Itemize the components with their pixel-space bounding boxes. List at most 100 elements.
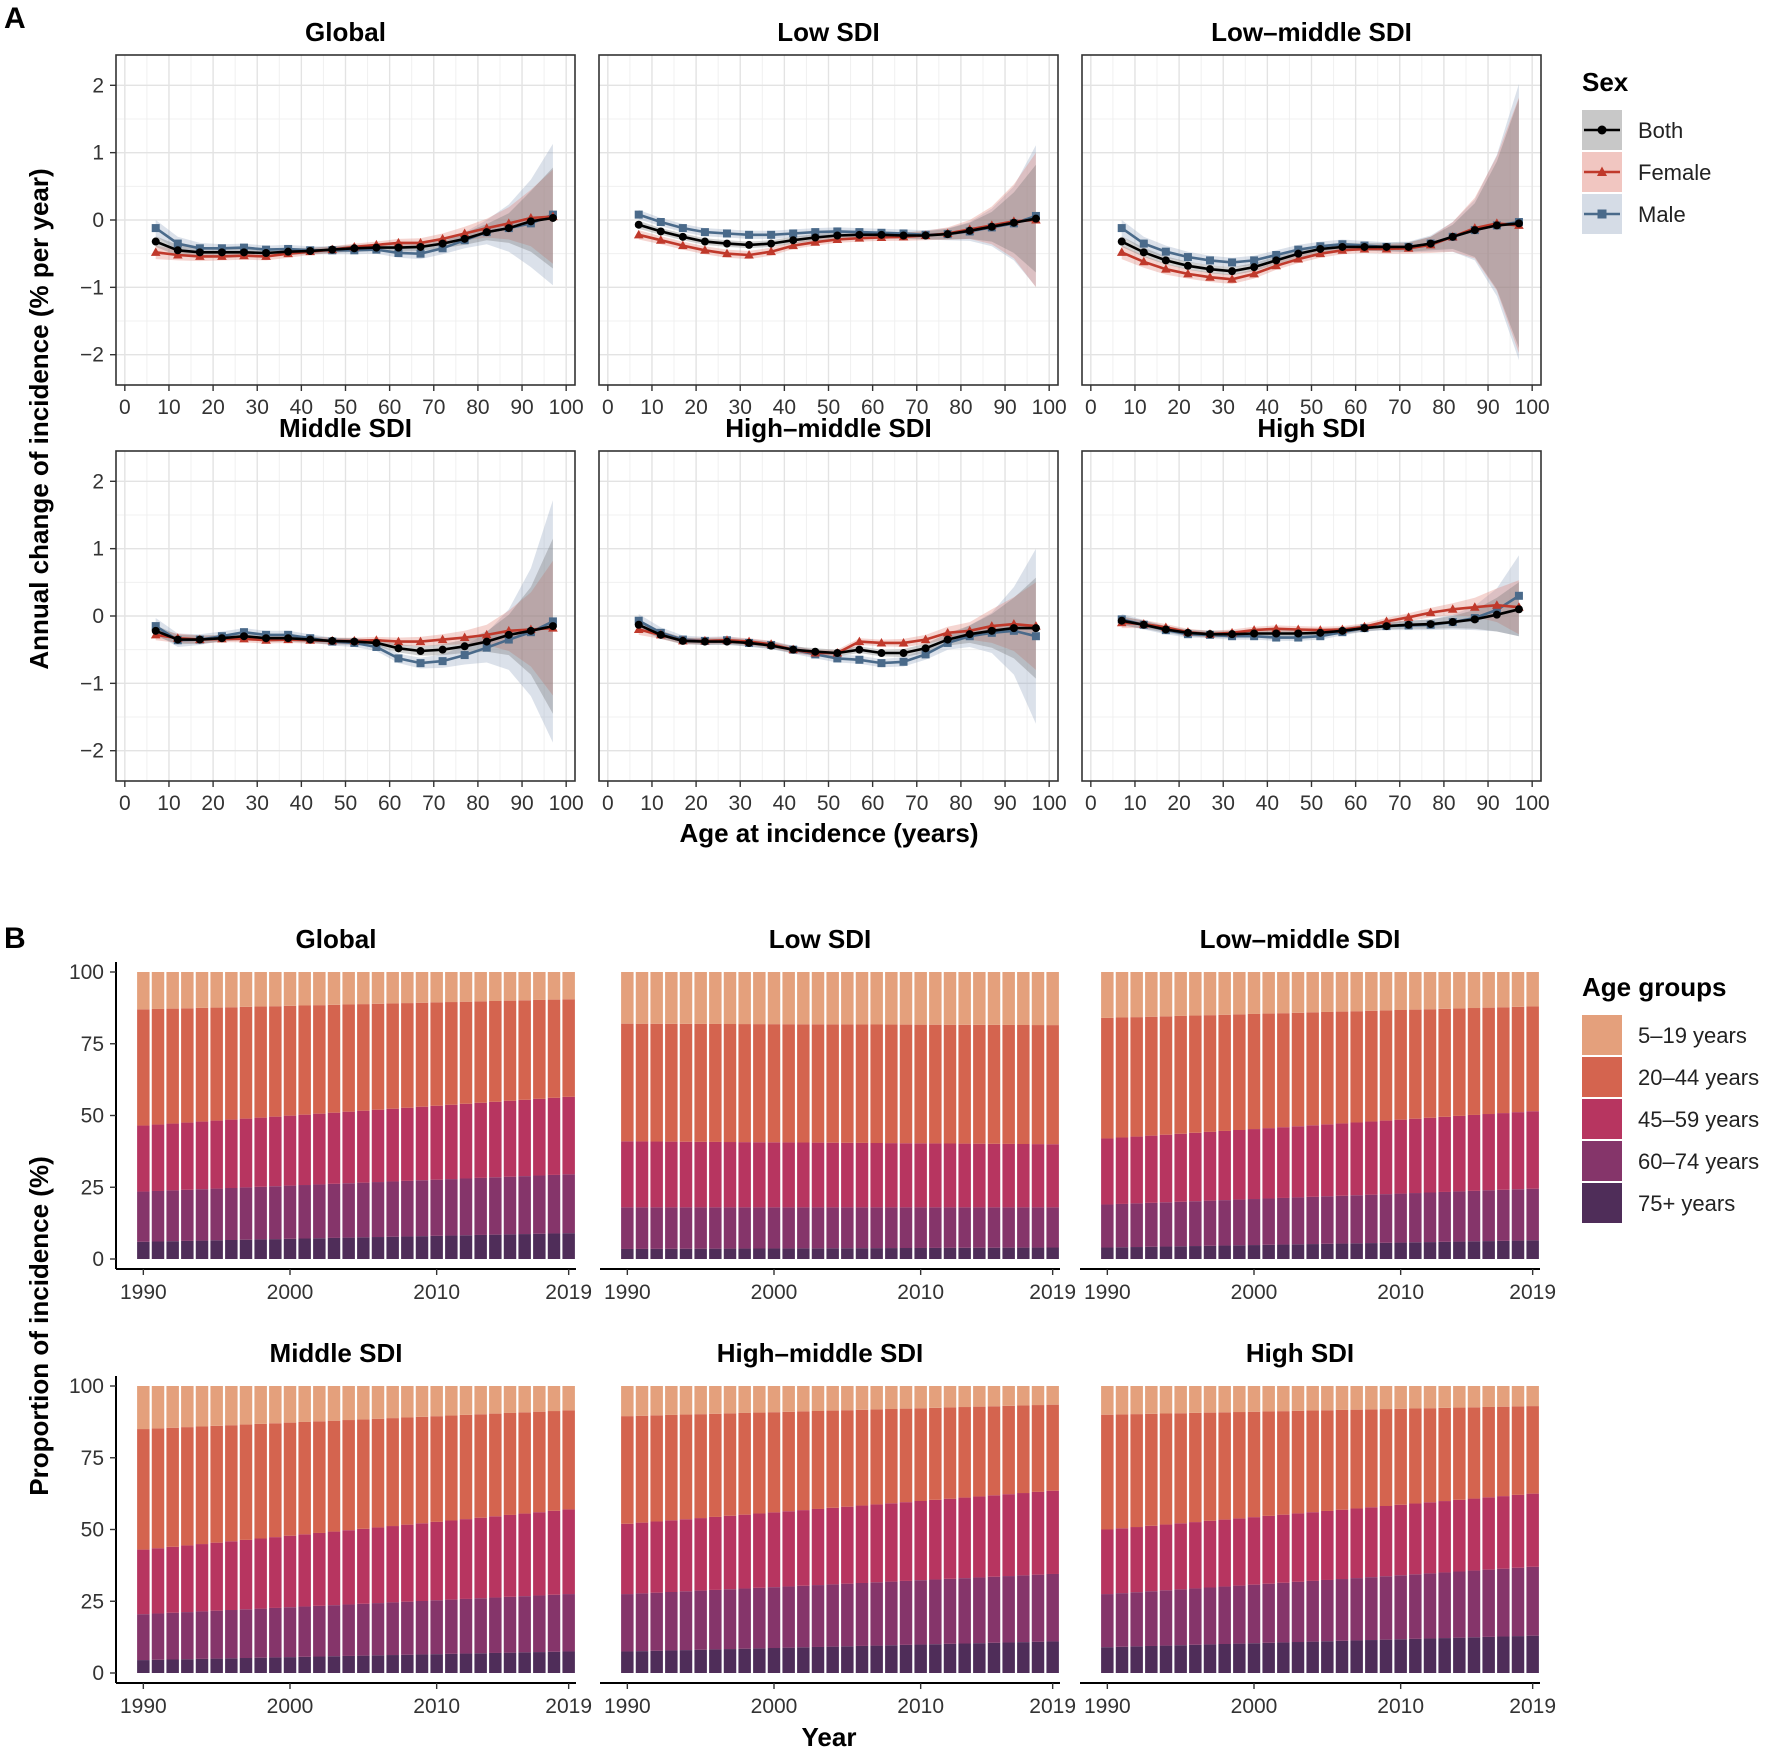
bar-segment-75-plus bbox=[1031, 1641, 1045, 1673]
bar-segment-5-19 bbox=[166, 972, 179, 1009]
bar-segment-75-plus bbox=[1321, 1243, 1334, 1259]
bar-segment-45-59 bbox=[166, 1546, 179, 1613]
bar-segment-5-19 bbox=[929, 972, 942, 1025]
band-both bbox=[638, 164, 1036, 273]
bar-segment-5-19 bbox=[1218, 1386, 1231, 1413]
bar-segment-60-74 bbox=[885, 1581, 898, 1646]
point-both bbox=[1183, 261, 1192, 270]
bar-segment-60-74 bbox=[137, 1614, 150, 1661]
bar-segment-45-59 bbox=[973, 1496, 986, 1578]
x-axis-label-b: Year bbox=[802, 1722, 857, 1750]
bar-segment-20-44 bbox=[679, 1414, 693, 1520]
bar-segment-45-59 bbox=[269, 1537, 282, 1608]
x-tick-label: 90 bbox=[993, 792, 1016, 815]
bar-segment-20-44 bbox=[885, 1024, 898, 1144]
point-male bbox=[438, 657, 447, 666]
bar-segment-20-44 bbox=[621, 1023, 634, 1142]
bar-segment-20-44 bbox=[401, 1003, 414, 1108]
bar-segment-45-59 bbox=[929, 1499, 942, 1580]
bar-segment-60-74 bbox=[1511, 1189, 1525, 1241]
bar-segment-75-plus bbox=[298, 1656, 311, 1673]
bar-segment-45-59 bbox=[1482, 1497, 1495, 1570]
bar-segment-5-19 bbox=[386, 1386, 399, 1419]
point-male bbox=[504, 635, 513, 644]
point-both bbox=[767, 641, 776, 650]
bar-segment-60-74 bbox=[195, 1189, 209, 1241]
point-female bbox=[1492, 600, 1502, 609]
point-male bbox=[438, 244, 447, 253]
x-tick-label: 100 bbox=[1515, 396, 1550, 419]
bar-segment-5-19 bbox=[1115, 972, 1129, 1018]
point-male bbox=[634, 616, 643, 625]
x-tick-label: 1990 bbox=[120, 1695, 167, 1718]
point-male bbox=[482, 643, 491, 652]
point-both bbox=[1316, 628, 1325, 637]
bar-segment-75-plus bbox=[489, 1652, 502, 1673]
bar-segment-5-19 bbox=[503, 1386, 517, 1413]
bar-segment-60-74 bbox=[753, 1207, 766, 1249]
legend-item-both: Both bbox=[1582, 110, 1683, 150]
x-tick-label: 30 bbox=[729, 792, 752, 815]
bar-segment-20-44 bbox=[1526, 1406, 1539, 1494]
bar-segment-20-44 bbox=[973, 1406, 986, 1497]
point-both bbox=[1316, 244, 1325, 253]
bar-segment-60-74 bbox=[298, 1606, 311, 1657]
bar-segment-5-19 bbox=[195, 1386, 209, 1427]
bar-segment-20-44 bbox=[1306, 1012, 1319, 1126]
bar-segment-45-59 bbox=[1438, 1501, 1451, 1573]
point-both bbox=[656, 630, 665, 639]
bar-segment-20-44 bbox=[679, 1023, 693, 1142]
bar-segment-45-59 bbox=[298, 1534, 311, 1607]
bar-segment-5-19 bbox=[1101, 972, 1114, 1018]
bar-segment-5-19 bbox=[298, 972, 311, 1006]
bar-segment-45-59 bbox=[1497, 1496, 1510, 1569]
bar-segment-60-74 bbox=[386, 1181, 399, 1237]
bar-segment-5-19 bbox=[1017, 972, 1030, 1025]
bar-segment-75-plus bbox=[929, 1247, 942, 1259]
bar-segment-75-plus bbox=[357, 1237, 370, 1259]
panel-a-low-sdi: Low SDI 0 10 20 30 40 50 60 70 80 90 100 bbox=[598, 17, 1067, 419]
x-tick-label: 2019 bbox=[1029, 1281, 1076, 1304]
bar-segment-20-44 bbox=[738, 1412, 751, 1515]
bar-segment-20-44 bbox=[767, 1024, 781, 1143]
x-tick-label: 1990 bbox=[120, 1281, 167, 1304]
y-axis-label-a: Annual change of incidence (% per year) bbox=[24, 168, 54, 669]
bar-segment-75-plus bbox=[1002, 1642, 1015, 1673]
bar-segment-75-plus bbox=[665, 1248, 678, 1259]
point-both bbox=[306, 635, 315, 644]
bar-segment-45-59 bbox=[870, 1504, 883, 1583]
bar-segment-75-plus bbox=[1291, 1244, 1305, 1259]
bar-segment-60-74 bbox=[371, 1182, 385, 1238]
y-tick-label: 0 bbox=[92, 1248, 104, 1271]
bar-segment-5-19 bbox=[1233, 1386, 1246, 1413]
bar-segment-20-44 bbox=[1145, 1413, 1158, 1526]
bar-segment-75-plus bbox=[401, 1654, 414, 1673]
point-female bbox=[393, 237, 404, 247]
bar-segment-5-19 bbox=[1467, 972, 1481, 1009]
bar-segment-45-59 bbox=[1467, 1498, 1481, 1571]
bar-segment-45-59 bbox=[327, 1531, 341, 1606]
bar-segment-60-74 bbox=[782, 1207, 795, 1249]
bar-segment-75-plus bbox=[723, 1248, 737, 1259]
bar-segment-45-59 bbox=[195, 1544, 209, 1612]
bar-segment-60-74 bbox=[1277, 1197, 1290, 1245]
bar-segment-45-59 bbox=[1321, 1510, 1334, 1580]
bar-segment-5-19 bbox=[1247, 972, 1261, 1014]
bar-segment-20-44 bbox=[973, 1024, 986, 1144]
legend-key-marker bbox=[1597, 125, 1607, 135]
legend-key-swatch bbox=[1582, 1099, 1622, 1139]
x-tick-label: 70 bbox=[905, 396, 928, 419]
point-male bbox=[1294, 633, 1303, 642]
bar-segment-45-59 bbox=[1453, 1499, 1466, 1572]
x-tick-label: 1990 bbox=[1084, 1695, 1131, 1718]
point-both bbox=[1382, 242, 1391, 251]
bar-segment-75-plus bbox=[195, 1240, 209, 1259]
bar-segment-20-44 bbox=[137, 1429, 150, 1550]
bar-segment-20-44 bbox=[811, 1410, 825, 1509]
bar-segment-5-19 bbox=[665, 972, 678, 1024]
bar-segment-75-plus bbox=[1017, 1642, 1030, 1673]
bar-segment-45-59 bbox=[1115, 1528, 1129, 1594]
bar-segment-60-74 bbox=[987, 1576, 1001, 1643]
x-tick-label: 2000 bbox=[751, 1695, 798, 1718]
